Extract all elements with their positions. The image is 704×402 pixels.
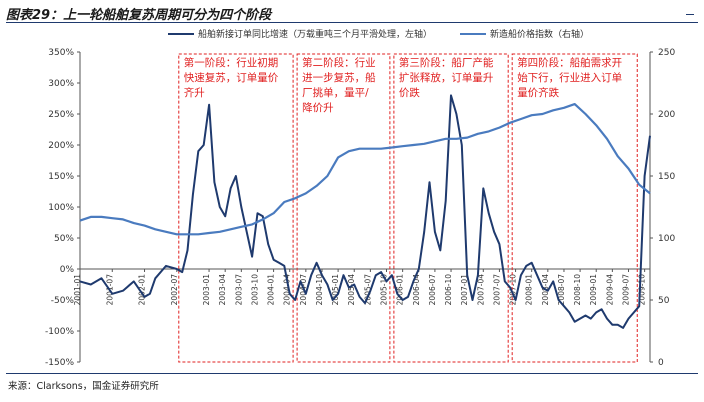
chart-title: 图表29：上一轮船舶复苏周期可分为四个阶段 [6,8,272,23]
x-tick-label: 2005-07 [363,274,372,306]
chart-canvas: -150% -100% -50% 0% 50% 100% 150% 200% 250% 300% 3… [45,48,675,368]
y-right-tick-label: 150 [658,172,675,182]
x-tick-label: 2009-07 [621,274,630,306]
y-right-tick-label: 200 [658,110,675,120]
y-left-tick-label: 300% [48,79,74,89]
bottom-rule [6,373,698,374]
x-tick-label: 2003-07 [234,274,243,306]
phase-label-1: 第一阶段：行业初期快速复苏，订单量价齐升 [184,56,279,99]
source-note: 来源：Clarksons，国金证券研究所 [8,381,159,392]
x-tick-label: 2007-01 [460,274,469,306]
x-tick-label: 2005-04 [347,274,356,306]
x-tick-label: 2004-10 [315,274,324,306]
legend-swatch-right [460,32,487,35]
phase-label-3: 第三阶段：船厂产能扩张释放，订单量升价跌 [399,56,494,99]
phase-box-4 [511,53,638,363]
phase-box-1 [178,53,294,363]
x-tick-label: 2007-10 [509,274,518,306]
legend: 船舶新接订单同比增速（万载重吨三个月平滑处理，左轴） 新造船价格指数（右轴） [168,27,589,40]
y-left-tick-label: 200% [48,141,74,151]
y-left-tick-label: 0% [60,265,75,275]
y-right-tick-label: 0 [658,358,664,368]
y-right-tick-label: 250 [658,48,675,58]
x-tick-label: 2004-04 [283,274,292,306]
x-tick-label: 2003-10 [250,274,259,306]
x-tick-label: 2007-07 [492,274,501,306]
title-rule [6,22,698,23]
x-tick-label: 2009-10 [638,274,647,306]
y-left-tick-label: 50% [54,234,74,244]
x-tick-label: 2004-01 [267,274,276,306]
y-left-tick-label: -150% [45,358,74,368]
legend-item-left: 船舶新接订单同比增速（万载重吨三个月平滑处理，左轴） [168,27,432,40]
x-tick-label: 2002-01 [138,274,147,306]
x-tick-label: 2006-04 [412,274,421,306]
y-left-tick-label: -50% [51,296,75,306]
legend-label-left: 船舶新接订单同比增速（万载重吨三个月平滑处理，左轴） [198,30,433,40]
y-left-tick-label: 100% [48,203,74,213]
x-tick-label: 2006-10 [444,274,453,306]
series-line-new-orders [79,94,651,329]
x-tick-label: 2005-01 [331,274,340,306]
x-tick-label: 2003-01 [202,274,211,306]
x-tick-label: 2002-07 [170,274,179,306]
phase-box-2 [296,53,391,363]
x-tick-label: 2008-10 [573,274,582,306]
legend-label-right: 新造船价格指数（右轴） [490,30,590,40]
y-left-tick-label: -100% [45,327,74,337]
x-tick-label: 2009-01 [589,274,598,306]
legend-swatch-left [168,32,194,35]
x-tick-label: 2003-04 [218,274,227,306]
y-left-tick-label: 350% [48,48,74,58]
y-right-tick-label: 100 [658,234,675,244]
phase-box-3 [393,53,509,363]
x-tick-label: 2001-01 [73,274,82,306]
legend-item-right: 新造船价格指数（右轴） [460,27,589,40]
phase-label-2: 第二阶段：行业进一步复苏，船厂挑单，量平/降价升 [302,56,376,114]
y-left-tick-label: 150% [48,172,74,182]
x-tick-label: 2008-07 [557,274,566,306]
x-tick-label: 2005-10 [380,274,389,306]
x-tick-label: 2006-01 [396,274,405,306]
x-tick-label: 2007-04 [476,274,485,306]
title-dash [686,14,694,15]
y-right-tick-label: 50 [658,296,670,306]
x-tick-label: 2009-04 [605,274,614,306]
x-tick-label: 2006-07 [428,274,437,306]
y-left-tick-label: 250% [48,110,74,120]
phase-label-4: 第四阶段：船舶需求开始下行，行业进入订单量价齐跌 [517,56,622,99]
series-line-price-index [79,102,651,236]
x-tick-label: 2008-01 [525,274,534,306]
